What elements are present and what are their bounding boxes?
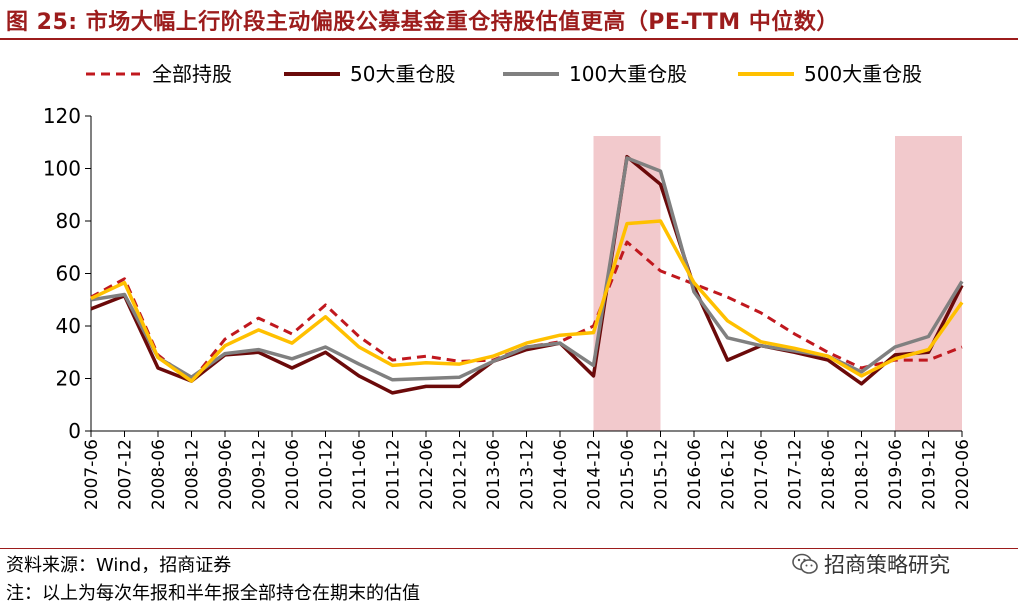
x-tick-label: 2017-06	[752, 439, 772, 510]
legend-label-1: 全部持股	[152, 62, 232, 86]
x-tick-label: 2013-12	[518, 439, 538, 510]
x-tick-label: 2012-12	[451, 439, 471, 510]
y-tick-label: 20	[56, 367, 81, 391]
figure-title: 图 25: 市场大幅上行阶段主动偏股公募基金重仓持股估值更高（PE-TTM 中位…	[6, 10, 839, 35]
x-tick-label: 2020-06	[953, 439, 973, 510]
shaded-period-2	[895, 136, 962, 431]
x-tick-label: 2011-06	[350, 439, 370, 510]
footer-divider	[0, 548, 1018, 549]
legend-label-4: 500大重仓股	[804, 62, 922, 86]
y-tick-label: 100	[43, 157, 81, 181]
brand-watermark: 招商策略研究	[792, 549, 950, 579]
x-tick-label: 2016-12	[719, 439, 739, 510]
source-text: 资料来源：Wind，招商证券	[6, 555, 232, 576]
x-tick-label: 2009-06	[216, 439, 236, 510]
legend-label-2: 50大重仓股	[350, 62, 455, 86]
x-tick-label: 2013-06	[484, 439, 504, 510]
y-tick-label: 0	[68, 419, 81, 443]
y-tick-label: 120	[43, 104, 81, 128]
x-tick-label: 2010-12	[317, 439, 337, 510]
series-line-3	[90, 156, 964, 382]
x-tick-label: 2012-06	[417, 439, 437, 510]
series-line-2	[90, 154, 964, 395]
wechat-icon	[792, 553, 818, 574]
y-tick-label: 40	[56, 314, 81, 338]
axes: 0 20 40 60 80 100 120 2007-06 2007-12 2008-06 2008…	[43, 104, 973, 510]
x-tick-label: 2008-06	[149, 439, 169, 510]
y-tick-label: 60	[56, 262, 81, 286]
legend-label-3: 100大重仓股	[569, 62, 687, 86]
note-text: 注：以上为每次年报和半年报全部持仓在期末的估值	[6, 583, 420, 604]
y-tick-label: 80	[56, 209, 81, 233]
shaded-period-1	[593, 136, 661, 431]
x-tick-label: 2015-06	[618, 439, 638, 510]
x-tick-label: 2018-12	[853, 439, 873, 510]
line-chart: 0 20 40 60 80 100 120 2007-06 2007-12 2008-06 2008…	[43, 62, 973, 510]
x-tick-label: 2009-12	[250, 439, 270, 510]
x-tick-label: 2014-12	[585, 439, 605, 510]
x-tick-label: 2019-12	[920, 439, 940, 510]
x-tick-label: 2017-12	[786, 439, 806, 510]
x-tick-label: 2019-06	[886, 439, 906, 510]
x-tick-label: 2010-06	[283, 439, 303, 510]
brand-name: 招商策略研究	[824, 553, 950, 577]
title-divider	[0, 38, 1018, 40]
series-line-1	[90, 240, 963, 383]
legend: 全部持股 50大重仓股 100大重仓股 500大重仓股	[86, 62, 922, 86]
series-lines	[90, 154, 964, 395]
x-tick-label: 2015-12	[652, 439, 672, 510]
shaded-periods	[593, 136, 962, 431]
x-tick-label: 2016-06	[685, 439, 705, 510]
x-tick-label: 2011-12	[384, 439, 404, 510]
x-tick-label: 2018-06	[819, 439, 839, 510]
x-tick-label: 2014-06	[551, 439, 571, 510]
series-line-4	[90, 219, 964, 383]
x-tick-label: 2008-12	[183, 439, 203, 510]
x-tick-label: 2007-06	[82, 439, 102, 510]
x-tick-label: 2007-12	[116, 439, 136, 510]
